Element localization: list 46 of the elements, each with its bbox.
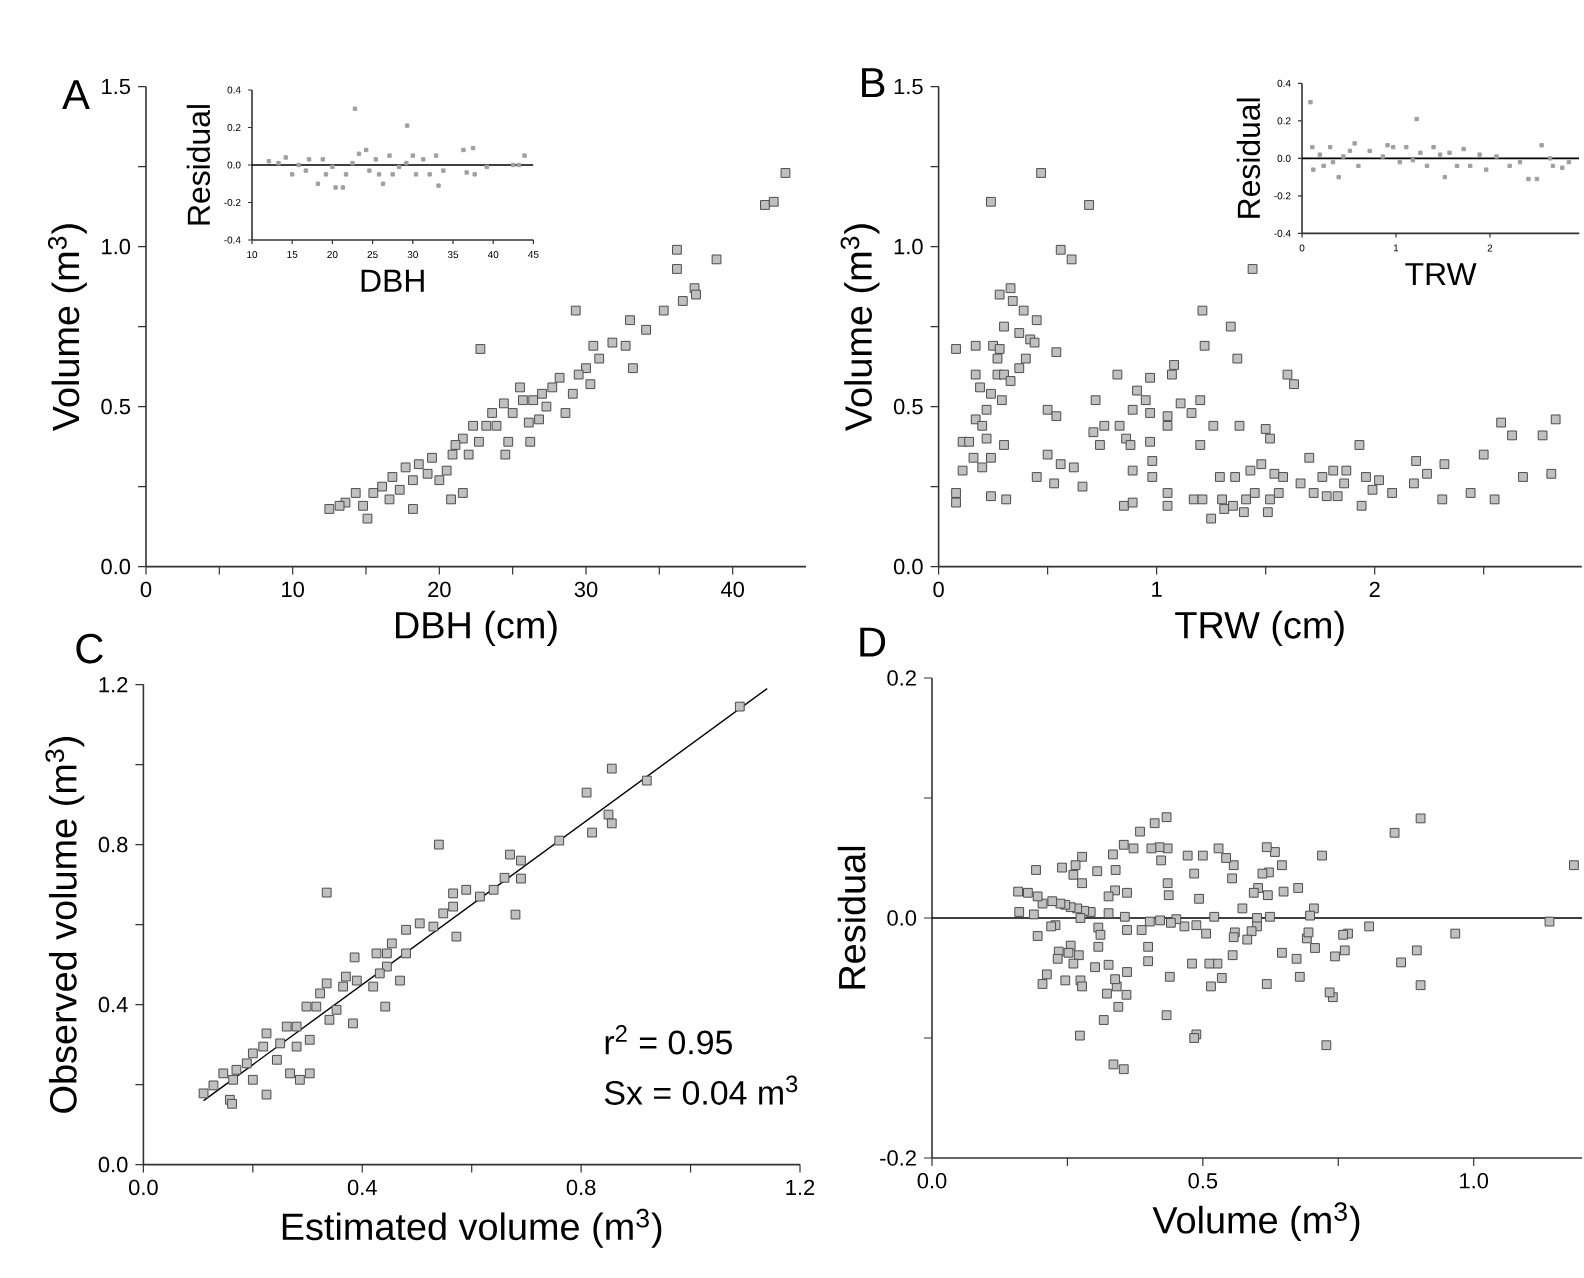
y-axis-title: Residual — [837, 846, 866, 989]
x-axis-title: TRW (cm) — [1175, 610, 1344, 647]
chart-title: C — [76, 633, 103, 664]
y-tick-label: 0.5 — [101, 398, 131, 415]
y-axis-title: Volume (m$^{3}$) — [47, 224, 87, 432]
x-tick-label: 20 — [428, 581, 451, 598]
x-axis-title: DBH — [361, 269, 424, 292]
x-axis-title: Volume (m$^{3}$) — [1152, 1202, 1360, 1242]
chart-title: A — [62, 80, 90, 110]
x-tick-label: 0.0 — [129, 1179, 158, 1196]
chart-title: D — [860, 627, 886, 657]
x-tick-label: 10 — [282, 581, 304, 598]
y-axis-title: Residual — [186, 105, 211, 225]
x-tick-label: 0.8 — [566, 1179, 596, 1196]
x-tick-label: 0.0 — [917, 1173, 947, 1189]
x-tick-label: 0.5 — [1188, 1173, 1218, 1189]
y-axis-title: Residual — [1236, 98, 1261, 218]
y-tick-label: 0.2 — [887, 670, 916, 686]
x-tick-label: 0.4 — [347, 1179, 377, 1196]
x-tick-label: 0 — [933, 581, 944, 598]
y-tick-label: -0.2 — [880, 1150, 916, 1166]
annotation: Sx = 0.04 m$^{3}$ — [604, 1075, 798, 1105]
y-tick-label: 1.5 — [102, 78, 131, 95]
y-tick-label: 0.0 — [887, 910, 917, 926]
x-tick-label: 1 — [1152, 581, 1162, 597]
y-tick-label: 1.5 — [894, 78, 923, 95]
x-tick-label: 2 — [1369, 581, 1380, 597]
x-tick-label: 1.2 — [786, 1179, 815, 1195]
y-tick-label: 0.0 — [101, 558, 131, 575]
y-tick-label: 0.0 — [893, 558, 923, 575]
y-tick-label: 0.4 — [98, 996, 128, 1013]
x-axis-title: DBH (cm) — [396, 610, 557, 647]
x-tick-label: 30 — [574, 581, 598, 598]
chart-title: B — [862, 68, 885, 98]
y-tick-label: 0.5 — [893, 398, 923, 415]
y-axis-title: Volume (m$^{3}$) — [840, 224, 880, 432]
y-tick-label: 1.2 — [99, 676, 128, 693]
x-tick-label: 40 — [720, 581, 744, 598]
annotation: r$^{2}$ = 0.95 — [605, 1025, 732, 1055]
y-tick-label: 0.8 — [98, 836, 128, 853]
y-axis-title: Observed volume (m$^{3}$) — [45, 737, 85, 1113]
x-axis-title: TRW — [1405, 263, 1477, 286]
x-tick-label: 0 — [140, 581, 152, 598]
y-tick-label: 0.0 — [98, 1156, 128, 1173]
x-axis-title: Estimated volume (m$^{3}$) — [282, 1208, 662, 1248]
x-tick-label: 1.0 — [1460, 1173, 1489, 1189]
